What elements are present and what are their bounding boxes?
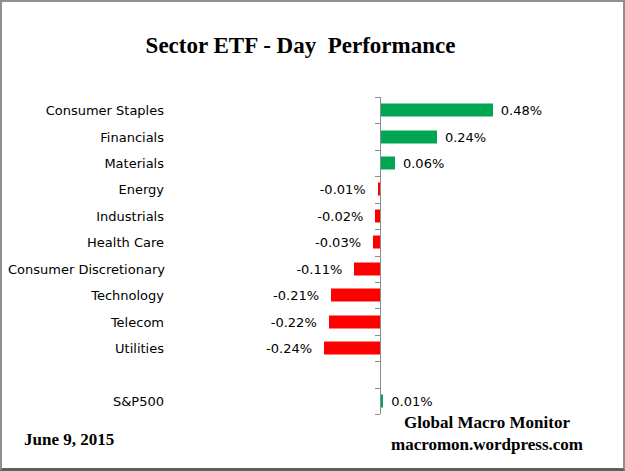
axis-tick xyxy=(375,229,380,230)
category-label: Health Care xyxy=(8,235,164,250)
category-label: Financials xyxy=(8,129,164,144)
bar-negative xyxy=(373,236,380,249)
chart-title: Sector ETF - Day Performance xyxy=(2,33,599,59)
axis-tick xyxy=(375,203,380,204)
chart-canvas: Sector ETF - Day Performance Consumer St… xyxy=(0,0,625,471)
credit-line-2: macromon.wordpress.com xyxy=(372,434,602,456)
category-label: Consumer Staples xyxy=(8,103,164,118)
credit-block: Global Macro Monitor macromon.wordpress.… xyxy=(372,412,602,456)
axis-tick xyxy=(375,282,380,283)
value-label: -0.24% xyxy=(266,340,312,355)
value-label: 0.01% xyxy=(391,393,432,408)
value-label: -0.01% xyxy=(320,182,366,197)
category-label: Industrials xyxy=(8,208,164,223)
category-label: Telecom xyxy=(8,314,164,329)
value-label: 0.06% xyxy=(403,156,444,171)
axis-tick xyxy=(375,361,380,362)
credit-line-1: Global Macro Monitor xyxy=(372,412,602,434)
axis-tick xyxy=(375,388,380,389)
value-label: -0.21% xyxy=(273,288,319,303)
axis-tick xyxy=(375,335,380,336)
bar-positive xyxy=(381,394,383,407)
category-label: Technology xyxy=(8,288,164,303)
date-label: June 9, 2015 xyxy=(24,430,114,450)
category-label: Consumer Discretionary xyxy=(8,261,164,276)
bar-negative xyxy=(378,183,380,196)
bar-negative xyxy=(354,262,380,275)
bar-positive xyxy=(381,104,493,117)
bar-negative xyxy=(324,341,380,354)
bar-negative xyxy=(331,289,380,302)
value-label: 0.48% xyxy=(501,103,542,118)
value-label: -0.02% xyxy=(317,208,363,223)
category-axis-line xyxy=(380,97,381,414)
value-label: -0.11% xyxy=(296,261,342,276)
bar-positive xyxy=(381,157,395,170)
category-label: Utilities xyxy=(8,340,164,355)
category-label: Materials xyxy=(8,156,164,171)
axis-tick xyxy=(375,97,380,98)
axis-tick xyxy=(375,150,380,151)
axis-tick xyxy=(375,308,380,309)
bar-positive xyxy=(381,130,437,143)
axis-tick xyxy=(375,123,380,124)
bar-negative xyxy=(329,315,380,328)
value-label: -0.03% xyxy=(315,235,361,250)
bar-negative xyxy=(375,209,380,222)
category-label: Energy xyxy=(8,182,164,197)
category-label: S&P500 xyxy=(8,393,164,408)
axis-tick xyxy=(375,256,380,257)
axis-tick xyxy=(375,176,380,177)
value-label: 0.24% xyxy=(445,129,486,144)
value-label: -0.22% xyxy=(271,314,317,329)
